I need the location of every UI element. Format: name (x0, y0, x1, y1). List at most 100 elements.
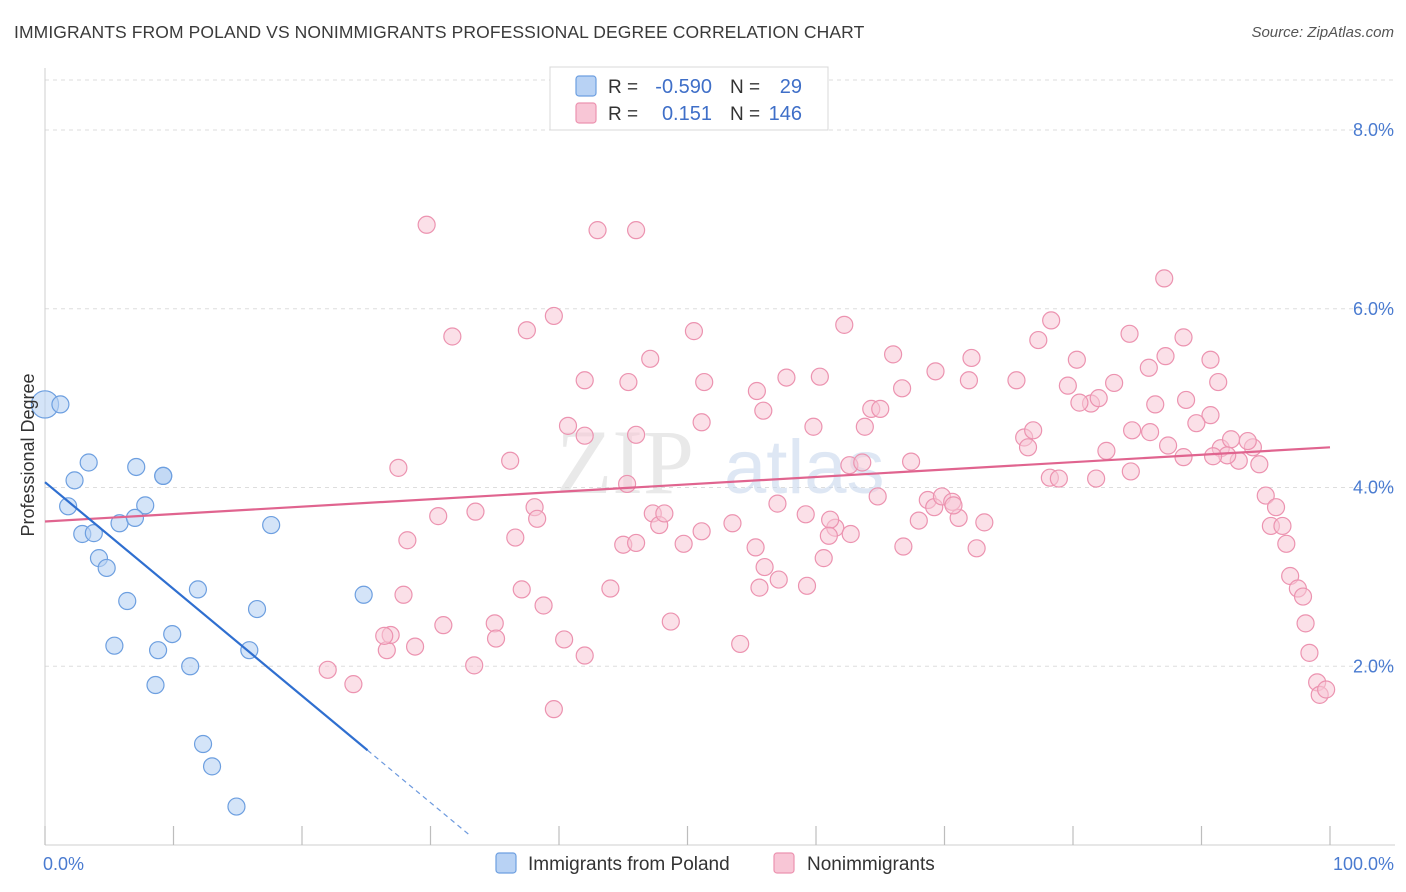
nonimmigrants-point (1256, 486, 1275, 505)
poland-point (181, 657, 200, 676)
nonimmigrants-point (755, 557, 774, 577)
nonimmigrants-point (1097, 441, 1116, 460)
nonimmigrants-point (1201, 406, 1220, 425)
nonimmigrants-point (1209, 372, 1228, 392)
nonimmigrants-trend-line (44, 446, 1331, 523)
nonimmigrants-point (1007, 371, 1026, 390)
nonimmigrants-point (575, 426, 594, 445)
nonimmigrants-point (731, 634, 750, 654)
poland-trend-extension (367, 749, 470, 836)
watermark: ZIP atlas (556, 411, 885, 513)
nonimmigrants-point (517, 321, 536, 340)
nonimmigrants-point (501, 451, 520, 470)
nonimmigrants-point (1123, 421, 1142, 440)
nonimmigrants-point (1121, 462, 1140, 481)
nonimmigrants-point (871, 399, 890, 418)
nonimmigrants-point (1300, 643, 1319, 662)
nonimmigrants-point (601, 579, 620, 598)
nonimmigrants-point (1049, 469, 1068, 488)
nonimmigrants-point (1067, 350, 1086, 369)
nonimmigrants-point (819, 526, 838, 545)
nonimmigrants-point (1158, 436, 1178, 455)
nonimmigrants-point (1273, 516, 1292, 536)
trend-lines (44, 446, 1331, 836)
nonimmigrants-point (1293, 587, 1313, 606)
axes (44, 68, 1395, 846)
nonimmigrants-point (926, 362, 945, 381)
nonimmigrants-point (1277, 534, 1296, 553)
y-tick-label: 2.0% (1353, 656, 1394, 676)
nonimmigrants-point (1250, 455, 1269, 474)
source-label: Source: ZipAtlas.com (1251, 24, 1394, 41)
nonimmigrants-point (1238, 431, 1257, 451)
nonimmigrants-point (389, 458, 408, 477)
nonimmigrants-point (853, 453, 872, 472)
nonimmigrants-point (1176, 390, 1196, 410)
legend-r-value-1: -0.590 (655, 76, 712, 98)
nonimmigrants-point (485, 614, 504, 633)
nonimmigrants-point (443, 327, 462, 346)
chart-title: IMMIGRANTS FROM POLAND VS NONIMMIGRANTS … (14, 22, 865, 42)
nonimmigrants-point (901, 452, 921, 471)
nonimmigrants-point (1087, 469, 1106, 488)
nonimmigrants-point (405, 637, 425, 656)
nonimmigrants-point (318, 660, 337, 679)
legend-n-label-2: N = (730, 104, 760, 125)
nonimmigrants-point (777, 368, 796, 387)
nonimmigrants-point (750, 578, 769, 597)
poland-point (51, 395, 70, 414)
nonimmigrants-point (466, 502, 485, 521)
series-legend: Immigrants from Poland Nonimmigrants (495, 852, 935, 875)
watermark-zip: ZIP (556, 411, 694, 513)
y-tick-label: 8.0% (1353, 120, 1394, 140)
nonimmigrants-point (544, 306, 563, 326)
nonimmigrants-point (1029, 330, 1048, 350)
legend-r-label-1: R = (608, 77, 638, 98)
nonimmigrants-point (1120, 324, 1139, 343)
poland-point (247, 599, 267, 619)
nonimmigrants-point (429, 507, 448, 526)
poland-point (227, 797, 246, 816)
nonimmigrants-point (674, 534, 693, 553)
nonimmigrants-point (506, 528, 525, 547)
nonimmigrants-point (810, 367, 829, 386)
poland-point (84, 524, 103, 543)
nonimmigrants-point (695, 372, 714, 392)
bottom-legend-nonimmigrants: Nonimmigrants (807, 854, 935, 875)
nonimmigrants-point (626, 221, 646, 240)
poland-point (148, 641, 168, 660)
nonimmigrants-point (1187, 414, 1206, 433)
poland-point (97, 558, 116, 578)
nonimmigrants-point (821, 510, 840, 529)
nonimmigrants-point (1018, 438, 1038, 457)
legend-r-value-2: 0.151 (662, 103, 712, 125)
y-tick-label: 4.0% (1353, 478, 1394, 498)
nonimmigrants-point (558, 416, 578, 435)
nonimmigrants-point (1296, 614, 1315, 633)
x-tick-label-min: 0.0% (43, 854, 84, 874)
nonimmigrants-point (959, 371, 979, 390)
nonimmigrants-point (883, 345, 903, 364)
nonimmigrants-point (892, 379, 912, 398)
nonimmigrants-point (692, 522, 711, 541)
legend-n-label-1: N = (730, 77, 760, 98)
poland-point (79, 453, 98, 472)
legend-n-value-1: 29 (780, 76, 802, 98)
nonimmigrants-point (768, 494, 787, 513)
nonimmigrants-point (723, 514, 742, 533)
nonimmigrants-point (655, 504, 674, 523)
nonimmigrants-point (1317, 680, 1336, 699)
bottom-legend-swatch-poland (495, 852, 517, 874)
poland-point (154, 466, 173, 486)
nonimmigrants-point (1201, 350, 1220, 369)
nonimmigrants-point (814, 549, 833, 568)
y-axis-label: Professional Degree (18, 373, 38, 536)
nonimmigrants-point (1266, 498, 1286, 517)
x-tick-label-max: 100.0% (1333, 854, 1394, 874)
nonimmigrants-point (588, 221, 607, 240)
nonimmigrants-point (835, 315, 854, 334)
nonimmigrants-point (1174, 328, 1193, 347)
nonimmigrants-point (962, 348, 981, 368)
nonimmigrants-point (1042, 311, 1061, 330)
